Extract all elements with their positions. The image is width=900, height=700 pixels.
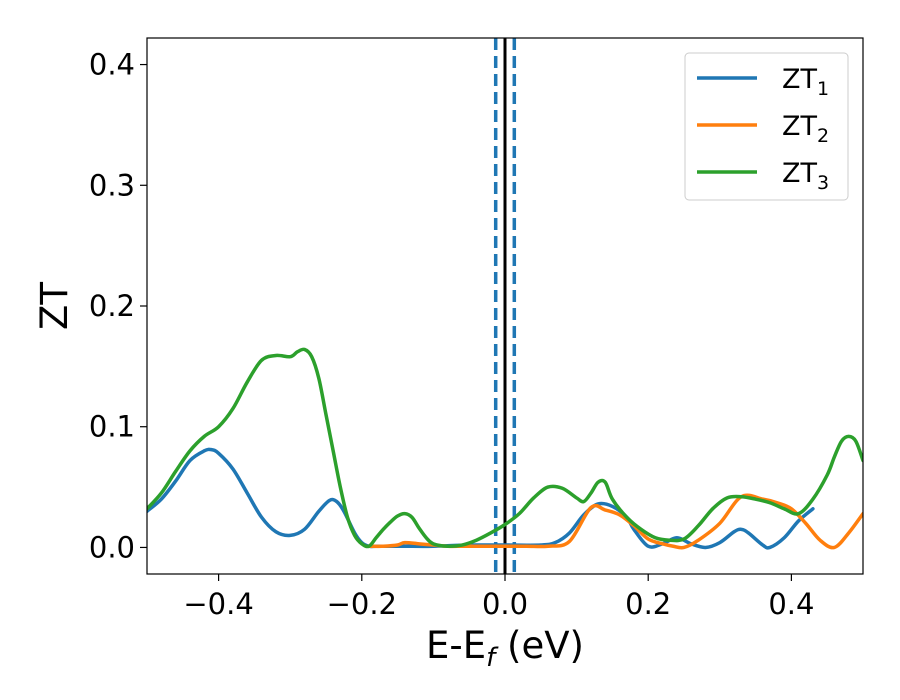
legend-label-name: ZT <box>782 158 817 189</box>
x-tick-label: −0.2 <box>327 587 397 621</box>
legend-label-subscript: 1 <box>817 78 829 100</box>
x-tick-label: 0.0 <box>482 587 528 621</box>
series-line-zt3 <box>147 347 863 549</box>
x-axis-ticks: −0.4 −0.2 0.0 0.2 0.4 <box>183 574 814 621</box>
y-axis-label: ZT <box>33 282 76 330</box>
reference-lines <box>493 38 517 574</box>
y-tick-label: 0.2 <box>89 289 135 323</box>
x-axis-label-unit: (eV) <box>495 624 584 667</box>
y-tick-label: 0.0 <box>89 530 135 564</box>
legend-label-zt3: ZT3 <box>782 158 829 194</box>
y-tick-label: 0.3 <box>89 168 135 202</box>
legend-label-zt1: ZT1 <box>782 64 829 100</box>
legend-label-name: ZT <box>782 111 817 142</box>
legend-frame <box>684 52 849 201</box>
x-tick-label: 0.2 <box>625 587 671 621</box>
y-axis-ticks: 0.0 0.1 0.2 0.3 0.4 <box>89 48 147 564</box>
legend-label-name: ZT <box>782 64 817 95</box>
series-layer <box>147 347 863 550</box>
legend-label-subscript: 2 <box>817 125 829 147</box>
x-tick-label: −0.4 <box>183 587 253 621</box>
x-tick-label: 0.4 <box>768 587 814 621</box>
legend-label-subscript: 3 <box>817 172 829 194</box>
y-tick-label: 0.4 <box>89 48 135 82</box>
legend-label-zt2: ZT2 <box>782 111 829 147</box>
y-tick-label: 0.1 <box>89 410 135 444</box>
x-axis-label: E-Ef (eV) <box>426 624 584 673</box>
